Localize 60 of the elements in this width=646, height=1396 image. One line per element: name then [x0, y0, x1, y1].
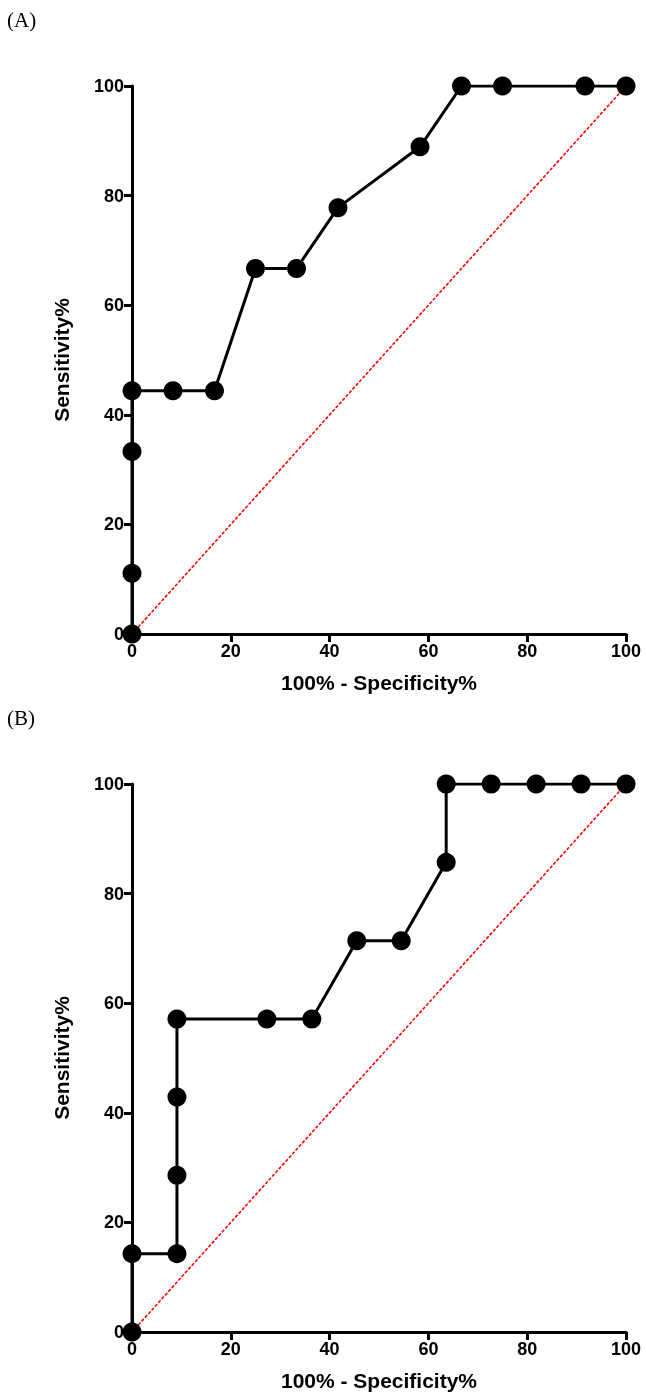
point	[436, 852, 456, 872]
y-tick-label: 40	[103, 404, 124, 425]
y-tick-label: 60	[103, 993, 124, 1014]
x-tick-label: 80	[517, 641, 538, 661]
point	[616, 76, 636, 96]
x-tick-label: 40	[319, 1339, 340, 1359]
y-tick-label: 20	[103, 514, 124, 535]
x-tick-label: 0	[126, 1339, 138, 1359]
point	[452, 76, 471, 96]
point	[163, 381, 183, 401]
point	[436, 774, 456, 794]
y-axis-title: Sensitivity%	[50, 297, 73, 422]
point	[205, 381, 224, 401]
point	[287, 258, 306, 278]
x-tick-label: 100	[610, 641, 642, 661]
chart-title: (A)	[7, 7, 37, 32]
x-tick-label: 100	[610, 1339, 642, 1359]
point	[122, 442, 142, 462]
point	[167, 1087, 187, 1107]
point	[122, 1322, 142, 1342]
point	[347, 931, 367, 951]
point	[122, 563, 142, 583]
x-tick-label: 80	[517, 1339, 538, 1359]
point	[167, 1244, 187, 1264]
point	[122, 624, 142, 644]
point	[122, 1244, 142, 1264]
point	[246, 258, 265, 278]
x-tick-label: 20	[220, 641, 241, 661]
y-tick-label: 0	[113, 624, 124, 644]
point	[328, 198, 348, 218]
point	[481, 774, 501, 794]
x-axis-title: 100% - Specificity%	[280, 671, 478, 694]
y-tick-label: 0	[113, 1322, 124, 1342]
x-tick-label: 60	[418, 641, 439, 661]
point	[167, 1009, 187, 1029]
y-tick-label: 60	[103, 295, 124, 316]
y-tick-label: 40	[103, 1102, 124, 1123]
point	[410, 137, 430, 157]
point	[575, 76, 595, 96]
point	[302, 1009, 322, 1029]
point	[391, 931, 411, 951]
x-tick-label: 20	[220, 1339, 241, 1359]
y-tick-label: 100	[93, 76, 124, 96]
y-axis-title: Sensitivity%	[50, 995, 73, 1120]
x-tick-label: 0	[126, 641, 138, 661]
point	[526, 774, 546, 794]
x-tick-label: 40	[319, 641, 340, 661]
point	[493, 76, 512, 96]
x-axis-title: 100% - Specificity%	[280, 1369, 478, 1392]
point	[571, 774, 591, 794]
y-tick-label: 80	[103, 185, 124, 206]
y-tick-label: 20	[103, 1212, 124, 1233]
point	[167, 1165, 187, 1185]
point	[616, 774, 636, 794]
y-tick-label: 100	[93, 774, 124, 794]
chart-title: (B)	[7, 705, 35, 730]
point	[257, 1009, 277, 1029]
y-tick-label: 80	[103, 883, 124, 904]
x-tick-label: 60	[418, 1339, 439, 1359]
point	[122, 381, 142, 401]
